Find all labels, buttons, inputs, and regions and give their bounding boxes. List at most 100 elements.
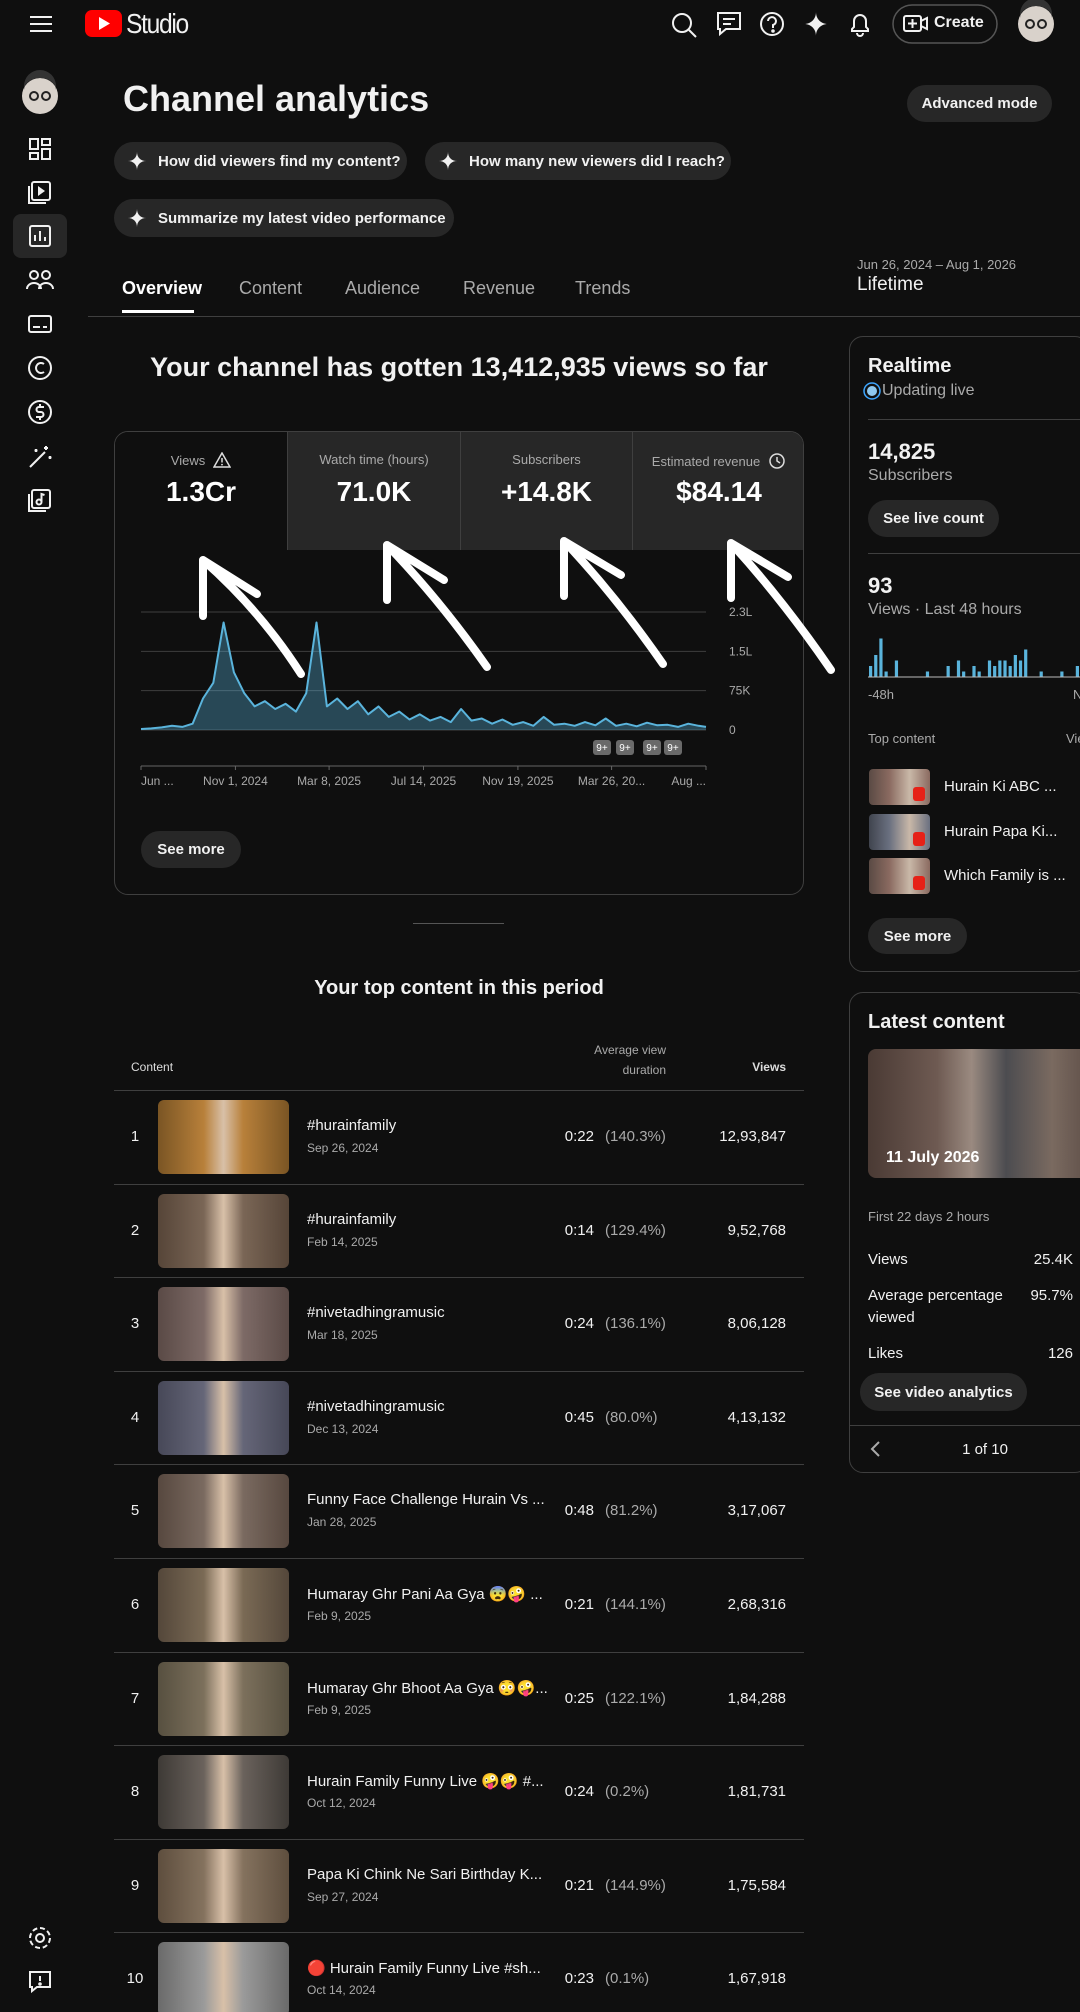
latest-thumbnail — [868, 1049, 1080, 1178]
thumbnail — [158, 1380, 289, 1455]
copyright-icon[interactable] — [28, 356, 52, 380]
create-label[interactable]: Create — [934, 14, 984, 31]
send-feedback-icon[interactable] — [29, 1971, 51, 1994]
content-row[interactable]: 2 #hurainfamily Feb 14, 2025 0:14 (129.4%) 9,… — [114, 1185, 804, 1277]
rank: 2 — [130, 1221, 140, 1239]
content-row[interactable]: 6 Humaray Ghr Pani Aa Gya 😨🤪 ... Feb 9, 20… — [114, 1559, 804, 1651]
content-icon[interactable] — [28, 181, 51, 204]
column-header: Views — [752, 1060, 786, 1074]
divider — [868, 553, 1080, 554]
period[interactable]: Lifetime — [857, 274, 924, 295]
community-icon[interactable] — [26, 270, 54, 290]
avg-duration: 0:21 — [564, 1596, 594, 1613]
help-icon[interactable] — [760, 12, 784, 36]
content-row[interactable]: 5 Funny Face Challenge Hurain Vs ... Jan 2… — [114, 1465, 804, 1557]
earn-icon[interactable] — [28, 400, 52, 424]
ask-chip[interactable]: How did viewers find my content? — [114, 142, 407, 180]
arrow — [199, 556, 305, 678]
video-title: 🔴 Hurain Family Funny Live #sh... — [307, 1960, 541, 1978]
content-row[interactable]: 8 Hurain Family Funny Live 🤪🤪 #... Oct 12,… — [114, 1746, 804, 1838]
row-divider — [114, 1370, 804, 1372]
tab[interactable]: Overview — [122, 278, 203, 298]
views: 4,13,132 — [727, 1408, 786, 1426]
video-title: Humaray Ghr Bhoot Aa Gya 😳🤪... — [307, 1679, 548, 1697]
create-button-border[interactable] — [892, 4, 998, 44]
date-range[interactable]: Jun 26, 2024 – Aug 1, 2026 — [857, 257, 1017, 272]
tab[interactable]: Trends — [575, 278, 631, 298]
create-icon[interactable] — [903, 15, 928, 32]
arrow — [560, 537, 667, 668]
rank: 3 — [130, 1315, 140, 1333]
avg-percent: (144.1%) — [605, 1596, 666, 1613]
metric-tab[interactable]: Views 1.3Cr — [115, 432, 287, 550]
realtime-bar — [993, 666, 997, 677]
video-date: Feb 9, 2025 — [307, 1609, 372, 1623]
status: Updating live — [882, 382, 975, 399]
metric-value: 71.0K — [336, 476, 412, 507]
sparkle-icon[interactable] — [804, 12, 828, 36]
chip-label: Summarize my latest video performance — [158, 209, 446, 227]
dashboard-icon[interactable] — [29, 138, 51, 160]
top-content-label: Top content — [868, 731, 936, 746]
tab[interactable]: Revenue — [463, 278, 536, 298]
ask-chip[interactable]: How many new viewers did I reach? — [425, 142, 731, 180]
search-icon[interactable] — [672, 13, 697, 38]
axis-start: -48h — [868, 687, 895, 702]
subscriber-label: Subscribers — [868, 467, 953, 484]
feedback-icon[interactable] — [717, 12, 741, 37]
warning-icon — [213, 452, 232, 468]
analytics-icon[interactable] — [29, 225, 51, 247]
shorts-badge — [913, 831, 925, 846]
avg-percent: (144.9%) — [605, 1876, 666, 1894]
arrow — [383, 541, 491, 671]
metric-label-row: Views — [115, 452, 287, 468]
content-row[interactable]: 7 Humaray Ghr Bhoot Aa Gya 😳🤪... Feb 9, 20… — [114, 1653, 804, 1745]
rank: 1 — [130, 1128, 140, 1145]
settings-icon[interactable] — [29, 1927, 51, 1949]
realtime-bar — [1024, 649, 1028, 677]
metric-tab[interactable]: Watch time (hours) 71.0K — [287, 432, 460, 550]
content-row[interactable]: 1 #hurainfamily Sep 26, 2024 0:22 (140.3%) 12… — [114, 1091, 804, 1183]
realtime-item[interactable]: Which Family is ... — [850, 858, 1080, 894]
ask-chip[interactable]: Summarize my latest video performance — [114, 199, 454, 237]
content-row[interactable]: 4 #nivetadhingramusic Dec 13, 2024 0:45 (80.… — [114, 1372, 804, 1464]
rank: 5 — [130, 1502, 140, 1520]
realtime-item[interactable]: Hurain Ki ABC ... — [850, 769, 1080, 805]
content-row[interactable]: 10 🔴 Hurain Family Funny Live #sh... Oct 1… — [114, 1933, 804, 2012]
logo-icon[interactable] — [85, 10, 122, 37]
see-live-count-button[interactable]: See live count — [868, 500, 999, 537]
see-video-analytics-button[interactable]: See video analytics — [860, 1373, 1027, 1411]
thumbnail — [158, 1942, 289, 2012]
row-divider — [114, 1090, 804, 1091]
bell-icon[interactable] — [851, 14, 869, 37]
subtitles-icon[interactable] — [28, 315, 52, 333]
content-row[interactable]: 9 Papa Ki Chink Ne Sari Birthday K... Sep … — [114, 1840, 804, 1932]
sidebar-avatar[interactable] — [22, 70, 58, 114]
divider — [850, 1425, 1080, 1426]
see-more-button[interactable]: See more — [141, 831, 241, 868]
logo-text[interactable]: Studio — [126, 8, 189, 39]
menu-icon[interactable] — [30, 16, 52, 32]
audio-icon[interactable] — [28, 489, 51, 512]
advanced-mode-button[interactable]: Advanced mode — [907, 85, 1052, 122]
metric-tab[interactable]: Subscribers +14.8K — [460, 432, 632, 550]
content-row[interactable]: 3 #nivetadhingramusic Mar 18, 2025 0:24 (136… — [114, 1278, 804, 1370]
tabs-divider — [88, 316, 1080, 317]
tab[interactable]: Audience — [345, 278, 421, 298]
stat-value: 25.4K — [1033, 1251, 1073, 1268]
see-more-button[interactable]: See more — [868, 918, 967, 954]
video-date: Mar 18, 2025 — [307, 1328, 378, 1343]
metric-tab[interactable]: Estimated revenue $84.14 — [632, 432, 803, 550]
header-avatar[interactable] — [1018, 0, 1054, 42]
row-divider — [114, 1183, 804, 1185]
rank: 6 — [130, 1596, 140, 1613]
prev-page-icon[interactable] — [868, 1439, 884, 1459]
page-title: Channel analytics — [123, 78, 430, 119]
realtime-item[interactable]: Hurain Papa Ki... — [850, 813, 1080, 850]
video-date: Feb 9, 2025 — [307, 1702, 372, 1717]
realtime-bar — [1075, 666, 1079, 677]
customize-icon[interactable] — [29, 446, 52, 468]
video-date: Oct 14, 2024 — [307, 1983, 376, 1998]
metric-value: $84.14 — [676, 476, 762, 507]
tab[interactable]: Content — [239, 278, 303, 298]
